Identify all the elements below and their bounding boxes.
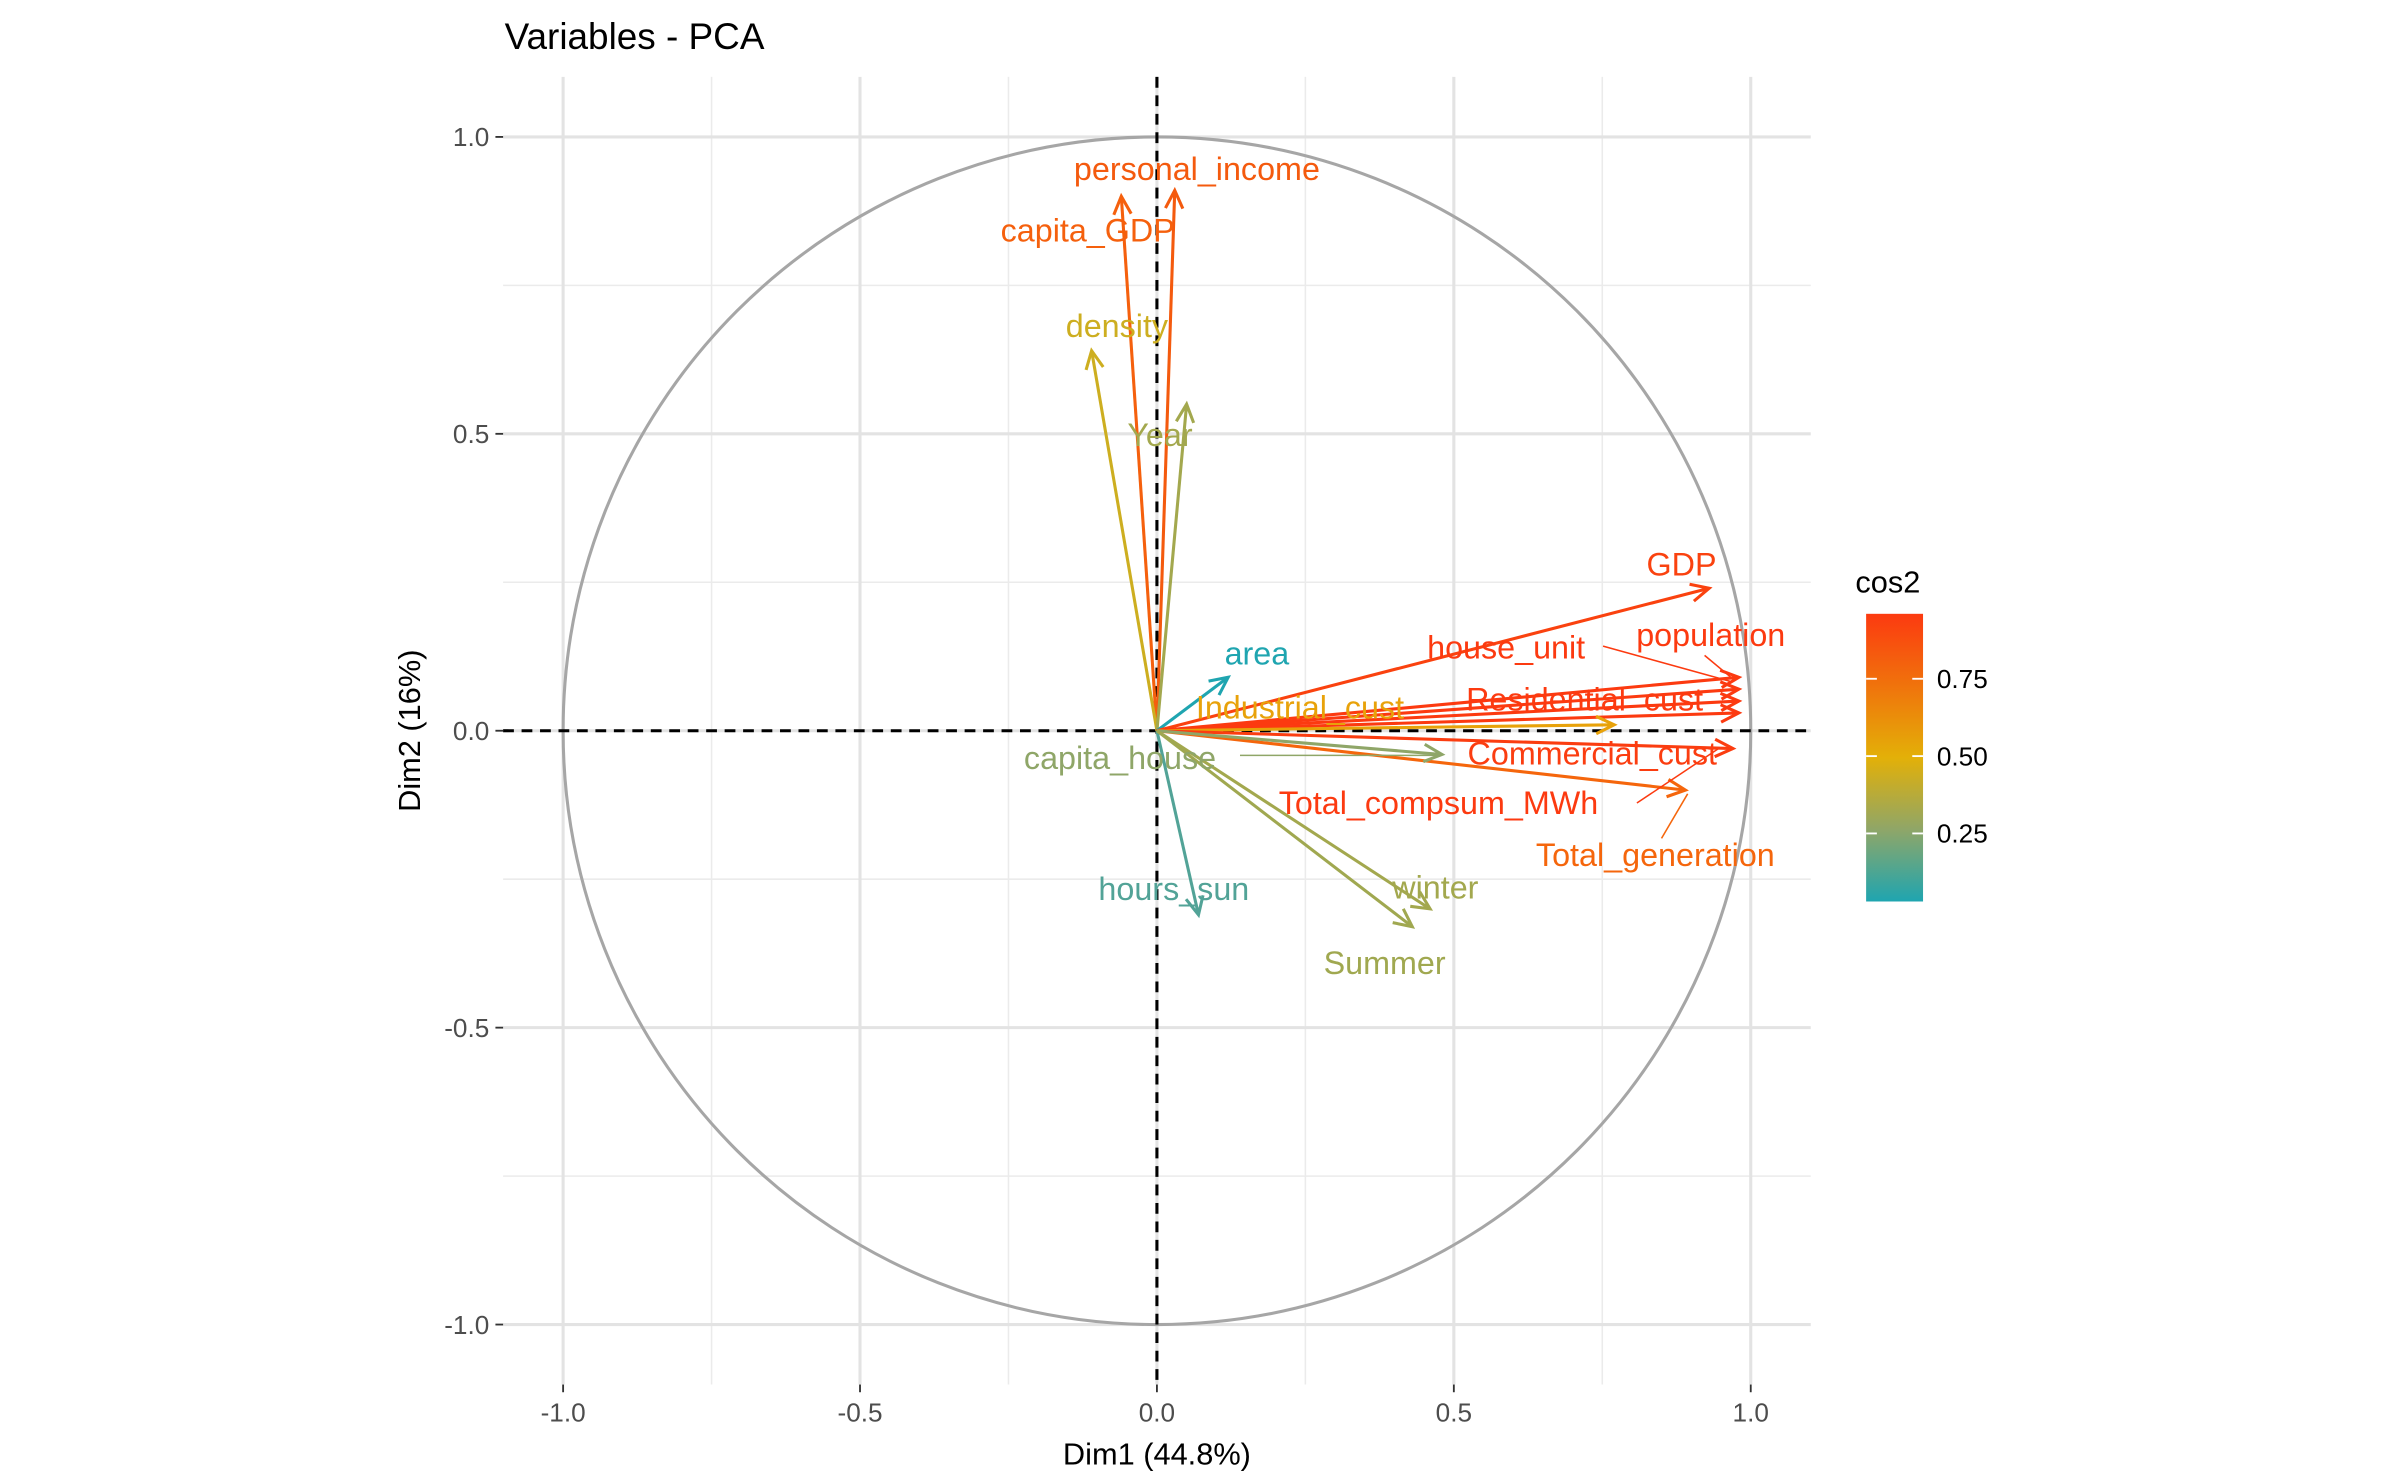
y-tick-label: -0.5: [444, 1013, 489, 1043]
arrow-capita_house: [1156, 729, 1446, 764]
arrow-head: [1422, 742, 1446, 764]
arrow-GDP: [1156, 582, 1713, 733]
arrow-head: [1184, 894, 1205, 919]
arrow-Summer: [1155, 729, 1416, 929]
x-tick-label: -0.5: [837, 1397, 882, 1427]
label-Summer: Summer: [1324, 945, 1446, 981]
arrow-Total_generation: [1156, 729, 1689, 799]
arrow-head: [1410, 890, 1434, 911]
label-Total_generation: Total_generation: [1536, 837, 1775, 873]
y-tick-label: -1.0: [444, 1310, 489, 1340]
arrow-shaft: [1155, 403, 1189, 731]
label-leader-line: [1660, 793, 1689, 839]
label-leader-line: [1636, 747, 1721, 804]
legend-tick-label: 0.75: [1937, 664, 1988, 694]
legend-tick-label: 0.50: [1937, 741, 1988, 771]
y-axis-label: Dim2 (16%): [392, 650, 427, 812]
label-house_unit: house_unit: [1427, 629, 1585, 665]
arrow-shaft: [1156, 675, 1740, 733]
y-tick-label: 0.5: [453, 419, 489, 449]
arrow-head: [1112, 192, 1133, 216]
label-personal_income: personal_income: [1074, 151, 1320, 187]
label-Year: Year: [1127, 417, 1193, 453]
legend-colorbar: [1866, 613, 1924, 902]
label-Total_compsum_MWh: Total_compsum_MWh: [1279, 785, 1598, 821]
arrow-capita_GDP: [1112, 192, 1159, 731]
arrow-head: [1719, 703, 1743, 724]
x-tick-label: 1.0: [1733, 1397, 1769, 1427]
arrow-head: [1175, 400, 1196, 424]
y-tick-label: 0.0: [453, 716, 489, 746]
label-area: area: [1225, 636, 1290, 672]
legend-tick-label: 0.25: [1937, 819, 1988, 849]
x-tick-label: -1.0: [541, 1397, 586, 1427]
label-leader-line: [1602, 645, 1731, 683]
label-Residential_cust: Residential_cust: [1466, 682, 1703, 718]
arrow-winter: [1156, 729, 1434, 911]
arrow-shaft: [1156, 729, 1431, 911]
arrow-shaft: [1156, 723, 1615, 733]
arrow-shaft: [1155, 730, 1200, 916]
arrow-personal_income: [1155, 186, 1185, 731]
arrow-Total_compsum_MWh: [1156, 703, 1743, 733]
label-Industrial_cust: Industrial_cust: [1196, 689, 1404, 725]
label-capita_GDP: capita_GDP: [1001, 213, 1175, 249]
label-winter: winter: [1391, 869, 1478, 905]
arrow-area: [1156, 675, 1232, 732]
arrow-head: [1208, 675, 1232, 696]
legend-title: cos2: [1855, 564, 1920, 599]
arrow-shaft: [1156, 586, 1710, 733]
arrow-shaft: [1119, 196, 1159, 731]
arrow-shaft: [1155, 190, 1177, 731]
label-population: population: [1636, 617, 1785, 653]
arrow-Industrial_cust: [1156, 714, 1618, 736]
x-tick-label: 0.5: [1436, 1397, 1472, 1427]
legend: cos2 0.25 0.50 0.75: [1855, 564, 1988, 902]
arrow-density: [1084, 347, 1159, 731]
label-GDP: GDP: [1647, 546, 1717, 582]
label-capita_house: capita_house: [1024, 740, 1216, 776]
chart-title: Variables - PCA: [505, 16, 765, 57]
arrow-shaft: [1090, 350, 1159, 731]
arrow-shaft: [1155, 729, 1414, 928]
arrow-head: [1666, 778, 1689, 799]
label-Commercial_cust: Commercial_cust: [1468, 736, 1717, 772]
arrow-shaft: [1156, 729, 1733, 751]
arrow-Commercial_cust: [1156, 729, 1737, 759]
arrow-head: [1164, 186, 1185, 210]
arrow-hours_sun: [1155, 730, 1205, 919]
arrow-shaft: [1156, 711, 1739, 733]
x-axis-label: Dim1 (44.8%): [1063, 1437, 1251, 1472]
arrow-shaft: [1156, 687, 1739, 733]
y-tick-label: 1.0: [453, 122, 489, 152]
arrow-shaft: [1156, 699, 1739, 733]
arrow-shaft: [1156, 729, 1686, 792]
label-leader-line: [1704, 654, 1733, 680]
arrow-shaft: [1156, 676, 1230, 732]
arrow-head: [1714, 737, 1737, 759]
x-tick-label: 0.0: [1139, 1397, 1175, 1427]
arrow-head: [1084, 347, 1105, 371]
label-hours_sun: hours_sun: [1098, 871, 1249, 907]
arrow-head: [1689, 582, 1713, 603]
arrow-head: [1595, 714, 1618, 736]
arrow-shaft: [1156, 729, 1443, 757]
arrow-Year: [1155, 400, 1196, 731]
label-density: density: [1066, 308, 1169, 344]
arrow-head: [1392, 908, 1416, 929]
